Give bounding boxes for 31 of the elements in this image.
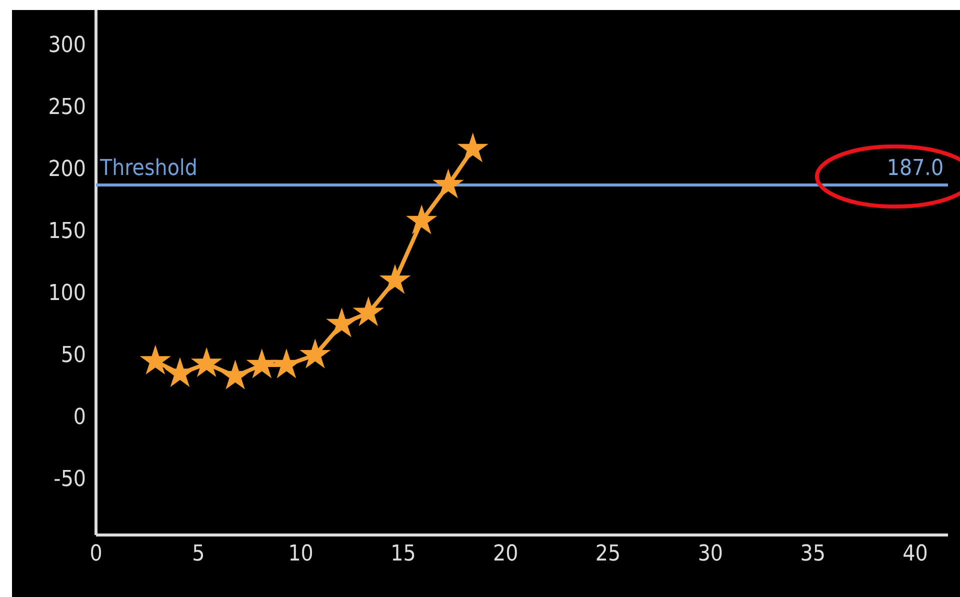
y-tick-label: -50 bbox=[54, 467, 86, 492]
y-tick-label: 0 bbox=[73, 405, 86, 430]
annotation: 187.0 bbox=[886, 156, 944, 181]
point bbox=[166, 358, 194, 386]
x-tick-label: 35 bbox=[800, 542, 826, 567]
point bbox=[141, 346, 170, 374]
y-tick-label: 300 bbox=[48, 32, 86, 58]
point bbox=[354, 298, 382, 325]
x-tick-label: 15 bbox=[390, 542, 416, 567]
y-tick-label: 50 bbox=[60, 343, 86, 368]
point bbox=[221, 361, 250, 388]
point bbox=[248, 350, 276, 378]
y-tick-label: 100 bbox=[48, 281, 86, 306]
point bbox=[328, 309, 356, 336]
point bbox=[380, 266, 410, 293]
ref-line-label: Threshold bbox=[99, 156, 198, 181]
point bbox=[458, 134, 487, 162]
x-tick-label: 0 bbox=[90, 542, 102, 567]
point bbox=[434, 170, 462, 198]
x-tick-label: 30 bbox=[698, 542, 724, 567]
x-tick-label: 25 bbox=[595, 542, 621, 567]
y-tick-label: 150 bbox=[48, 218, 86, 244]
y-tick-label: 250 bbox=[48, 94, 86, 120]
point bbox=[192, 348, 221, 376]
point bbox=[408, 206, 436, 234]
x-tick-label: 20 bbox=[493, 542, 518, 567]
y-tick-label: 200 bbox=[48, 156, 86, 182]
x-tick-label: 40 bbox=[902, 542, 928, 567]
x-tick-label: 5 bbox=[192, 542, 205, 567]
point bbox=[301, 340, 330, 368]
x-tick-label: 10 bbox=[288, 542, 314, 567]
